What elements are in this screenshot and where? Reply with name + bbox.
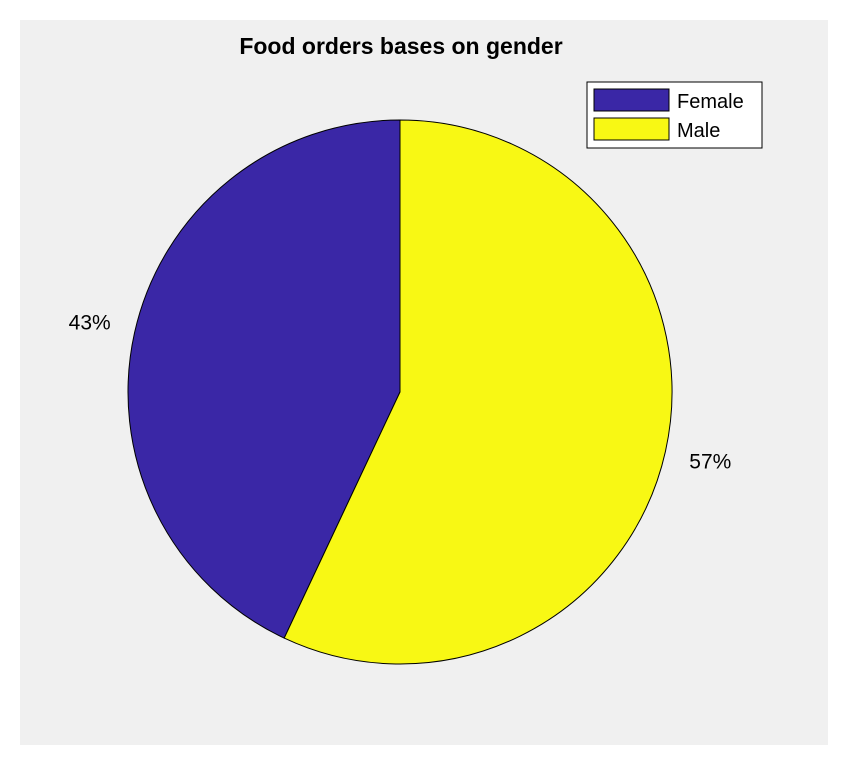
- pie-slice-female: [127, 119, 401, 639]
- pie-slices: [127, 119, 673, 665]
- pie-label-male: 57%: [689, 450, 731, 473]
- legend-swatch-female: [593, 88, 670, 112]
- legend-label-male: Male: [677, 120, 720, 142]
- legend: Female Male: [586, 81, 763, 149]
- pie-labels: 43% 57%: [69, 312, 732, 474]
- legend-label-female: Female: [677, 91, 744, 113]
- pie-label-female: 43%: [69, 312, 111, 335]
- legend-swatch-male: [593, 117, 670, 141]
- chart-title: Food orders bases on gender: [239, 33, 562, 59]
- pie-slice-male: [283, 119, 673, 665]
